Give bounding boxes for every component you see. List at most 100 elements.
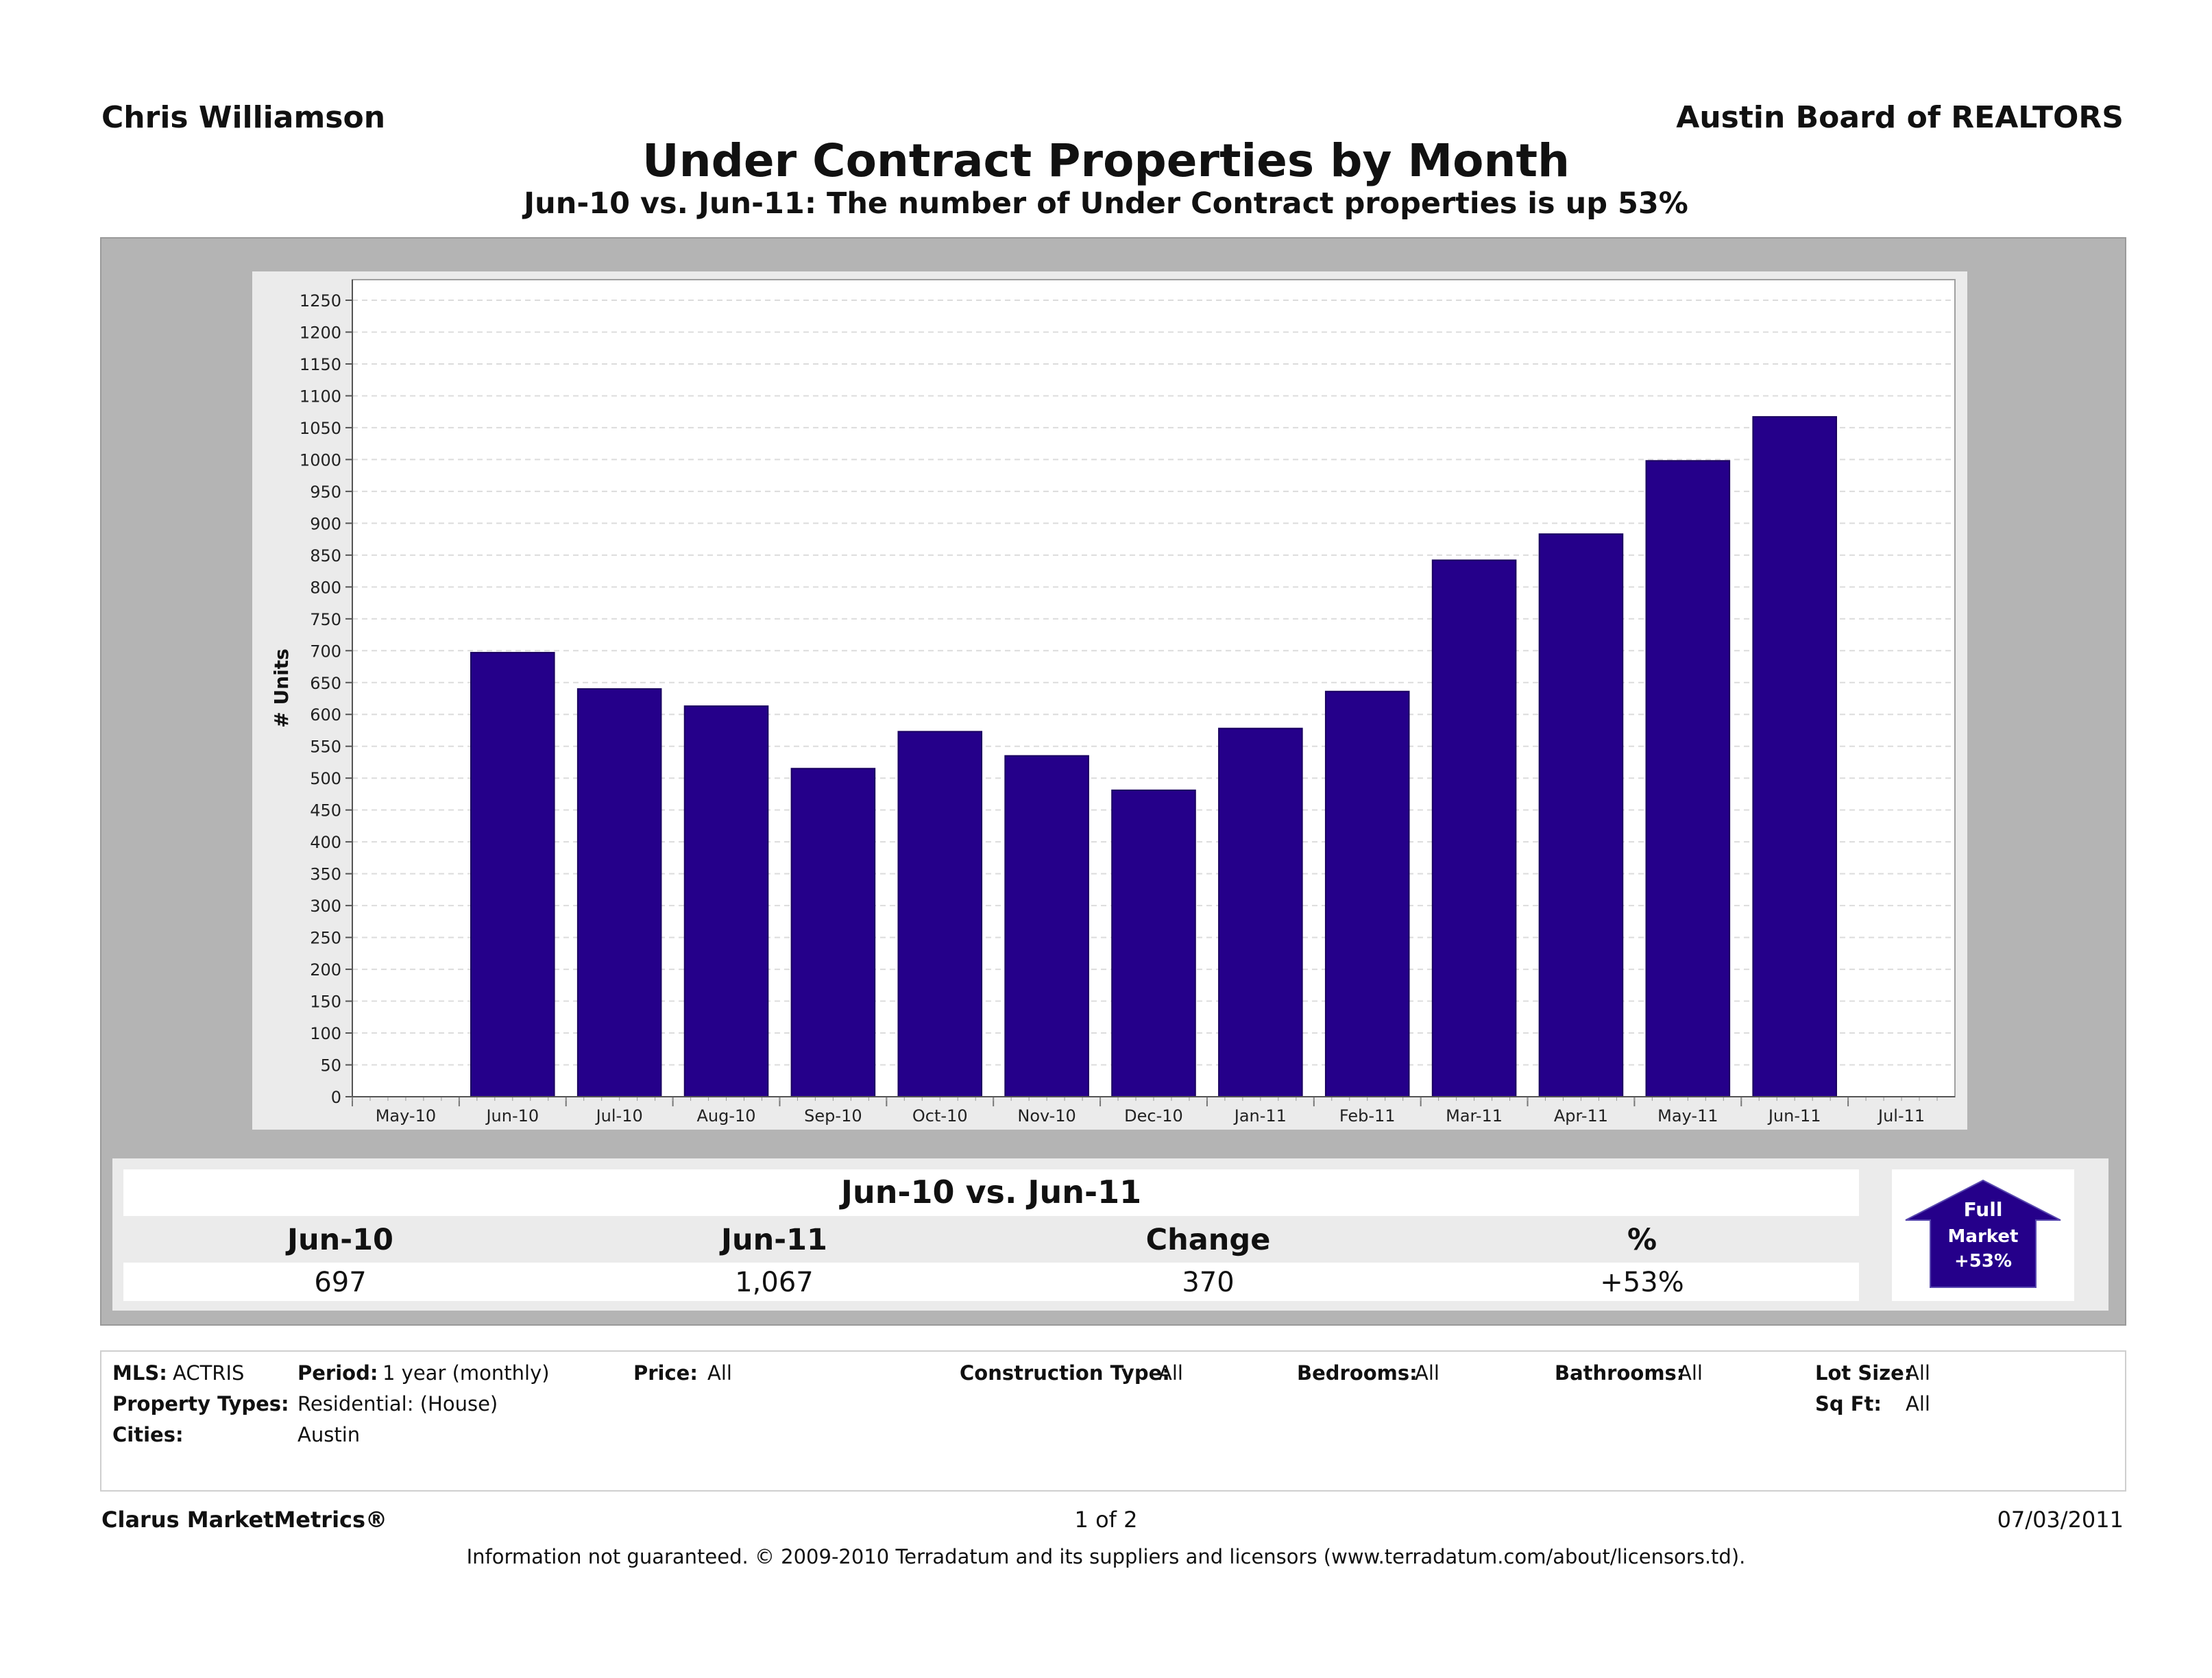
y-tick-label: 1150 xyxy=(300,355,341,374)
x-tick-label: Sep-10 xyxy=(804,1106,862,1126)
y-tick-label: 400 xyxy=(310,833,341,852)
bar-chart: 0 50 100 150 200 250 300 350 400 450 500 550 600 650 7… xyxy=(270,279,1956,1126)
x-tick-label: Jun-10 xyxy=(485,1106,539,1126)
comparison-header-bg xyxy=(123,1169,1859,1216)
mls-label: MLS: xyxy=(112,1361,167,1385)
agent-name: Chris Williamson xyxy=(101,100,386,135)
bar xyxy=(470,652,555,1097)
badge-line1: Full xyxy=(1964,1198,2003,1221)
cities-label: Cities: xyxy=(112,1423,184,1446)
comparison-header-change: Change xyxy=(1145,1223,1271,1257)
y-tick-label: 100 xyxy=(310,1024,341,1043)
chart-area: 0 50 100 150 200 250 300 350 400 450 500 550 600 650 7… xyxy=(252,271,1967,1130)
bar xyxy=(1218,727,1303,1097)
comparison-value-percent: +53% xyxy=(1600,1267,1684,1298)
property-types-value: Residential: (House) xyxy=(297,1392,498,1415)
market-badge: Full Market +53% xyxy=(1892,1169,2074,1301)
y-tick-label: 850 xyxy=(310,546,341,566)
x-tick-label: Mar-11 xyxy=(1446,1106,1503,1126)
report-date: 07/03/2011 xyxy=(1997,1507,2124,1533)
comparison-value-end: 1,067 xyxy=(735,1267,814,1298)
period-value: 1 year (monthly) xyxy=(382,1361,550,1385)
bedrooms-label: Bedrooms: xyxy=(1297,1361,1418,1385)
y-tick-label: 450 xyxy=(310,801,341,820)
y-tick-label: 0 xyxy=(331,1088,341,1107)
y-tick-label: 1100 xyxy=(300,387,341,406)
lotsize-value: All xyxy=(1906,1361,1930,1385)
bar xyxy=(1645,460,1731,1097)
x-tick-label: Jul-10 xyxy=(595,1106,643,1126)
sqft-label: Sq Ft: xyxy=(1815,1392,1882,1415)
y-tick-label: 700 xyxy=(310,642,341,661)
filter-panel: MLS: ACTRIS Period: 1 year (monthly) Pri… xyxy=(100,1350,2126,1492)
y-tick-label: 150 xyxy=(310,993,341,1012)
y-tick-label: 600 xyxy=(310,705,341,725)
y-tick-label: 1200 xyxy=(300,323,341,342)
y-tick-label: 1000 xyxy=(300,450,341,470)
x-tick-label: Dec-10 xyxy=(1124,1106,1183,1126)
y-tick-label: 1250 xyxy=(300,291,341,311)
comparison-column-headers: Jun-10 Jun-11 Change % xyxy=(123,1219,1859,1258)
bar xyxy=(1431,559,1517,1097)
y-tick-label: 250 xyxy=(310,929,341,948)
y-tick-label: 1050 xyxy=(300,419,341,438)
bar xyxy=(1004,755,1089,1097)
bar xyxy=(1752,416,1837,1097)
y-tick-label: 500 xyxy=(310,769,341,788)
comparison-header-start: Jun-10 xyxy=(287,1223,393,1257)
comparison-header-end: Jun-11 xyxy=(721,1223,827,1257)
comparison-value-start: 697 xyxy=(314,1267,367,1298)
board-name: Austin Board of REALTORS xyxy=(1676,100,2124,135)
badge-line3: +53% xyxy=(1954,1251,2012,1272)
property-types-label: Property Types: xyxy=(112,1392,289,1415)
bar xyxy=(683,705,769,1097)
x-tick-label: Apr-11 xyxy=(1554,1106,1608,1126)
x-tick-label: May-11 xyxy=(1657,1106,1718,1126)
page-title: Under Contract Properties by Month xyxy=(642,134,1570,187)
mls-value: ACTRIS xyxy=(173,1361,245,1385)
x-tick-label: Feb-11 xyxy=(1339,1106,1396,1126)
period-label: Period: xyxy=(297,1361,378,1385)
construction-label: Construction Type: xyxy=(960,1361,1170,1385)
bathrooms-value: All xyxy=(1678,1361,1703,1385)
comparison-header-percent: % xyxy=(1627,1223,1657,1257)
y-tick-label: 950 xyxy=(310,483,341,502)
x-tick-label: Nov-10 xyxy=(1017,1106,1075,1126)
sqft-value: All xyxy=(1906,1392,1930,1415)
bar xyxy=(1324,690,1410,1097)
bar xyxy=(897,731,983,1097)
price-value: All xyxy=(707,1361,732,1385)
bathrooms-label: Bathrooms: xyxy=(1555,1361,1685,1385)
y-tick-label: 900 xyxy=(310,514,341,533)
price-label: Price: xyxy=(633,1361,698,1385)
y-tick-label: 750 xyxy=(310,610,341,629)
y-tick-label: 650 xyxy=(310,674,341,693)
badge-line2: Market xyxy=(1948,1226,2019,1247)
bar xyxy=(1538,533,1624,1097)
bar xyxy=(1111,789,1196,1098)
y-tick-label: 550 xyxy=(310,738,341,757)
comparison-values: 697 1,067 370 +53% xyxy=(123,1263,1859,1301)
x-tick-label: Jan-11 xyxy=(1233,1106,1287,1126)
y-tick-label: 200 xyxy=(310,960,341,980)
bar xyxy=(576,688,662,1097)
disclaimer: Information not guaranteed. © 2009-2010 … xyxy=(466,1545,1746,1568)
page-number: 1 of 2 xyxy=(1074,1507,1138,1533)
bedrooms-value: All xyxy=(1415,1361,1439,1385)
x-tick-label: Jun-11 xyxy=(1767,1106,1821,1126)
bar xyxy=(790,768,876,1097)
x-tick-label: Jul-11 xyxy=(1877,1106,1925,1126)
x-tick-label: Aug-10 xyxy=(697,1106,756,1126)
lotsize-label: Lot Size: xyxy=(1815,1361,1912,1385)
y-axis-label: # Units xyxy=(270,648,293,728)
y-tick-label: 800 xyxy=(310,578,341,597)
y-tick-label: 350 xyxy=(310,865,341,884)
x-tick-label: Oct-10 xyxy=(912,1106,968,1126)
x-tick-label: May-10 xyxy=(376,1106,436,1126)
y-tick-label: 300 xyxy=(310,897,341,916)
y-tick-label: 50 xyxy=(320,1056,341,1075)
up-arrow-icon: Full Market +53% xyxy=(1905,1179,2061,1288)
footer-brand: Clarus MarketMetrics® xyxy=(101,1507,388,1533)
comparison-value-change: 370 xyxy=(1182,1267,1235,1298)
page-subtitle: Jun-10 vs. Jun-11: The number of Under C… xyxy=(524,186,1688,221)
